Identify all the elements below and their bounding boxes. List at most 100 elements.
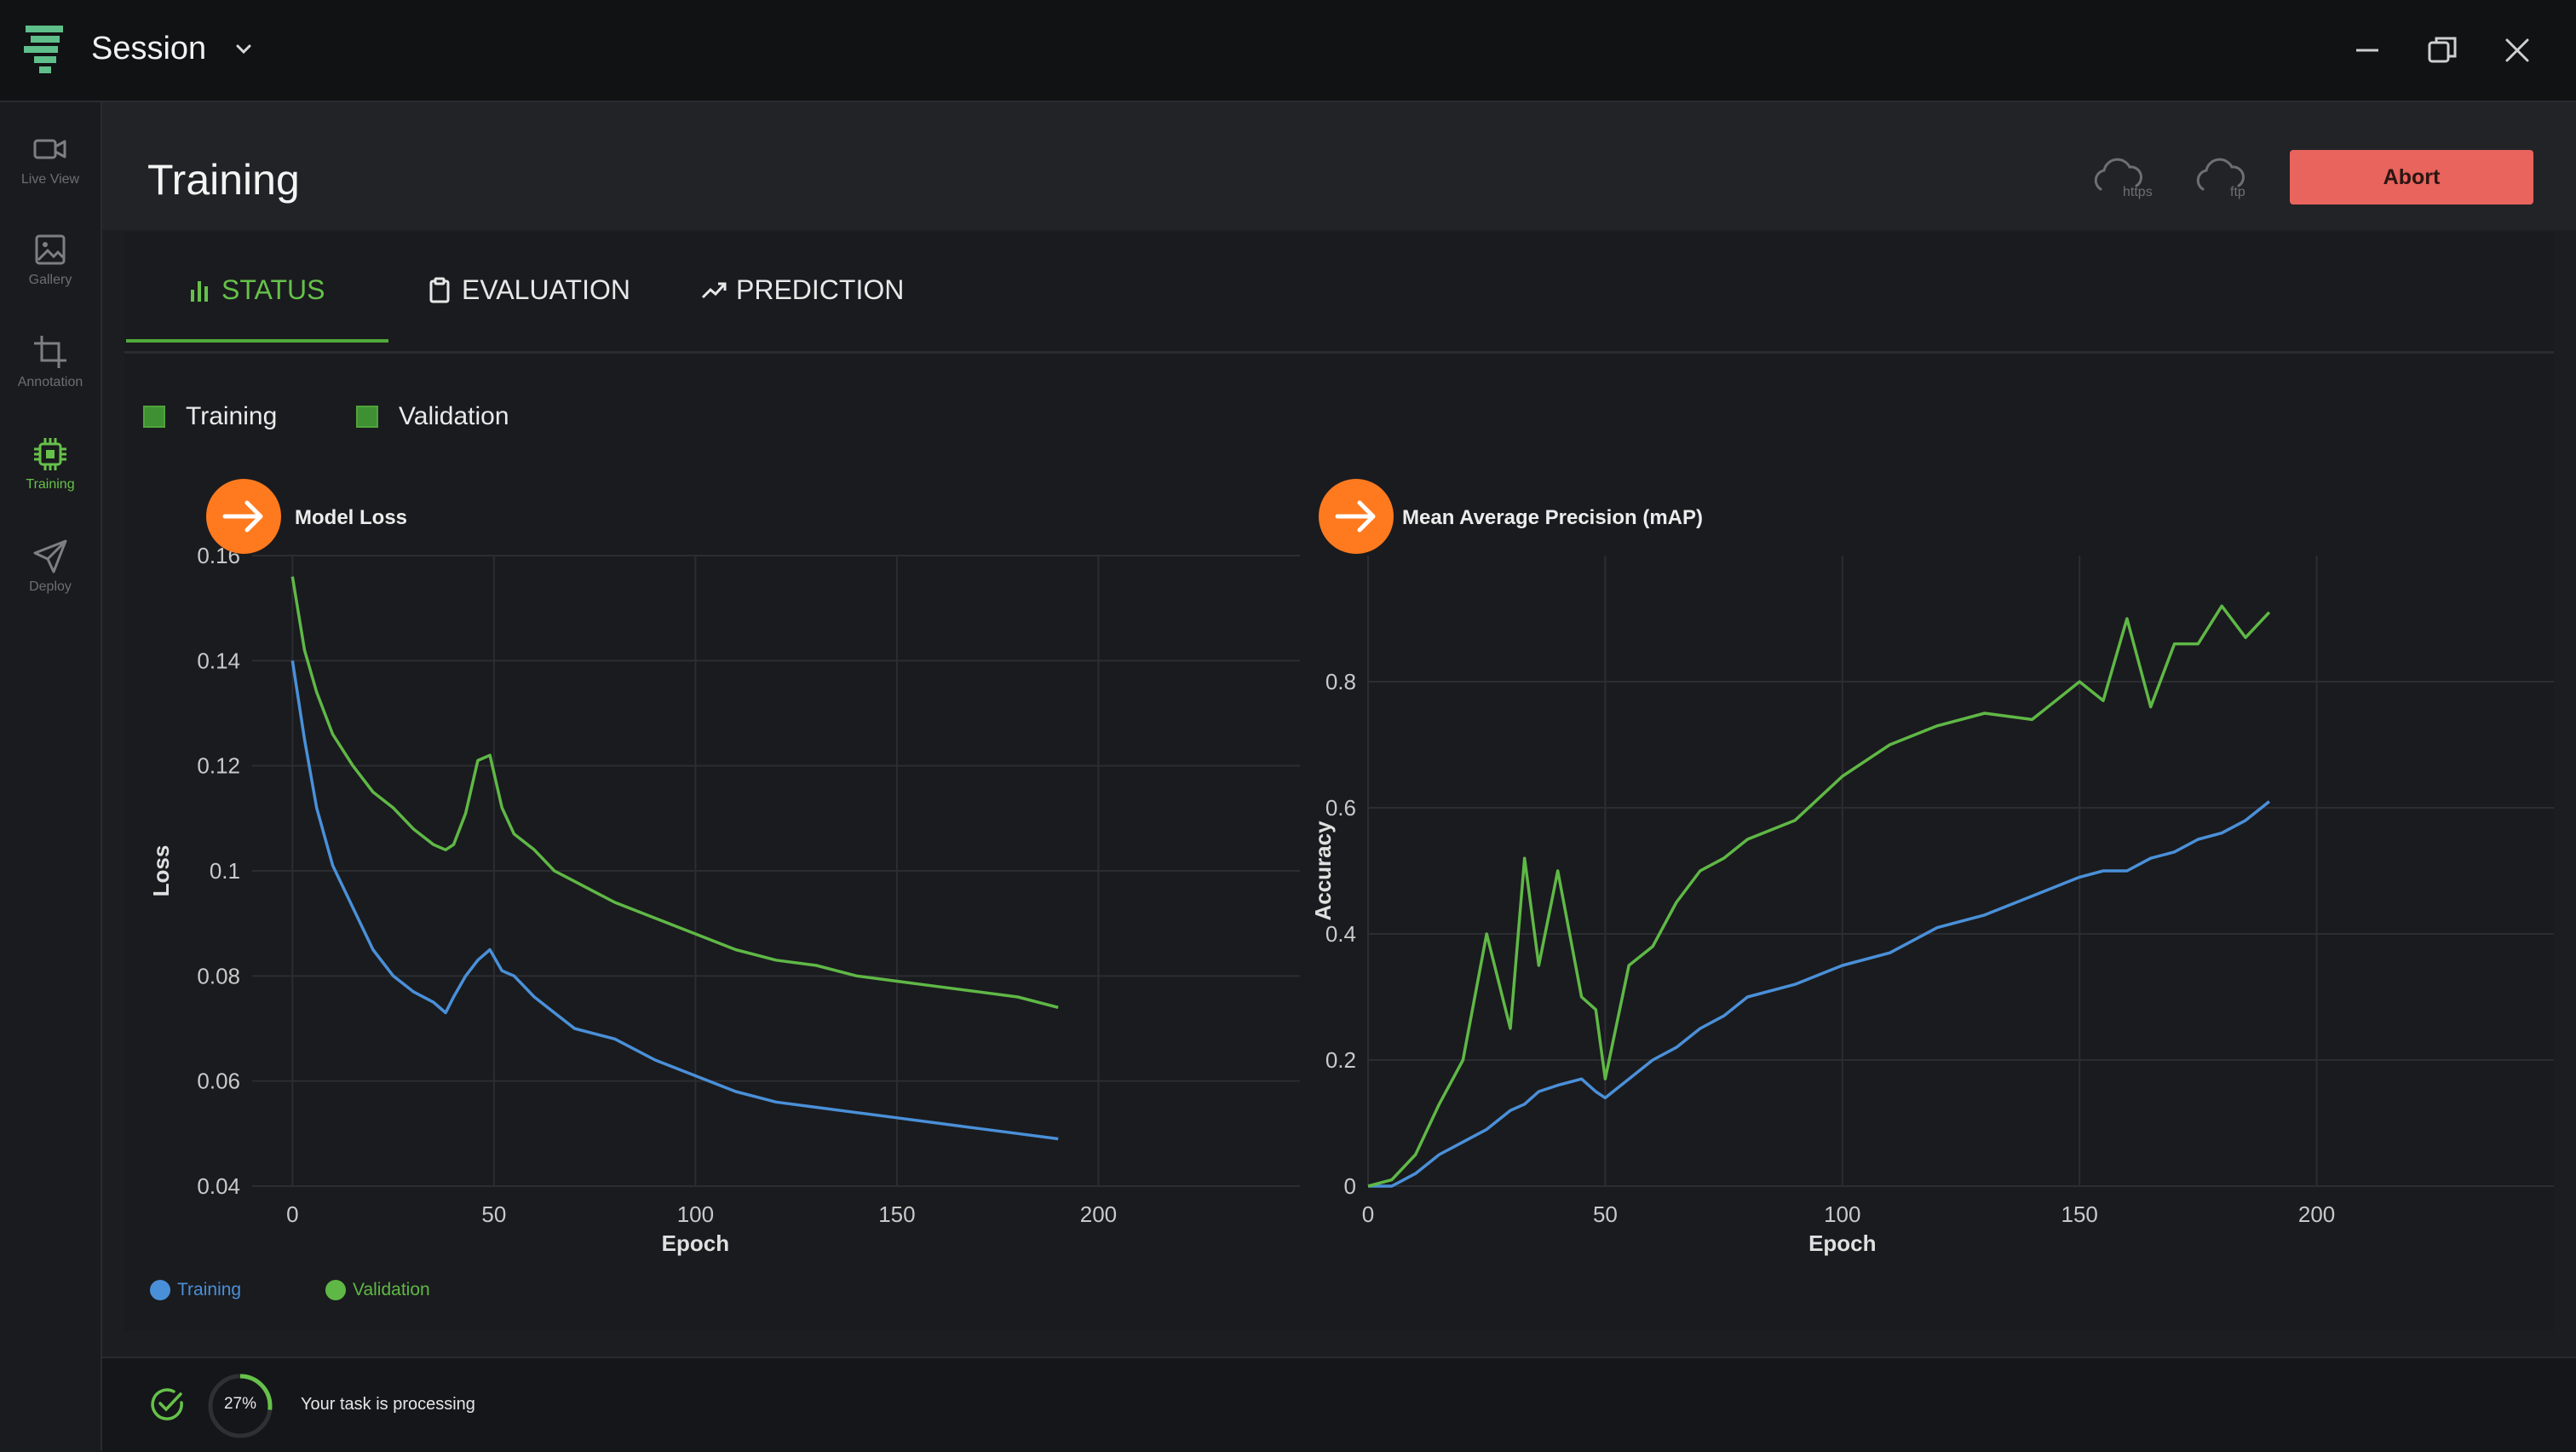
cloud-icon: ftp bbox=[2196, 158, 2245, 199]
legend-training-dot bbox=[150, 1280, 170, 1300]
sidebar-item-label: Training bbox=[26, 477, 75, 492]
title-bar: Session bbox=[0, 0, 2576, 102]
y-tick-label: 0.06 bbox=[197, 1069, 240, 1094]
image-icon bbox=[35, 234, 66, 265]
tab-status[interactable]: STATUS bbox=[186, 274, 325, 349]
send-icon bbox=[33, 539, 67, 573]
tab-bar: STATUS EVALUATION PREDICTION bbox=[124, 232, 2554, 354]
x-tick-label: 0 bbox=[286, 1201, 298, 1227]
y-tick-label: 0.08 bbox=[197, 963, 240, 988]
tab-label: EVALUATION bbox=[462, 274, 630, 305]
chevron-down-icon[interactable] bbox=[232, 37, 256, 61]
y-axis-title: Loss bbox=[148, 845, 174, 897]
toggle-training[interactable]: Training bbox=[143, 402, 277, 431]
session-title[interactable]: Session bbox=[91, 31, 207, 66]
arrow-right-icon bbox=[222, 500, 263, 533]
sidebar-item-training[interactable]: Training bbox=[0, 435, 101, 528]
video-camera-icon bbox=[33, 139, 66, 159]
tab-prediction[interactable]: PREDICTION bbox=[700, 274, 904, 349]
tab-label: PREDICTION bbox=[736, 274, 905, 305]
y-tick-label: 0.1 bbox=[210, 858, 240, 884]
expand-marker-button[interactable] bbox=[1319, 479, 1394, 554]
cloud-ftp-label: ftp bbox=[2230, 185, 2245, 199]
x-tick-label: 150 bbox=[2061, 1201, 2098, 1227]
chip-icon bbox=[34, 438, 66, 470]
page-header: Training https ftp Abort bbox=[102, 102, 2576, 230]
training-checkbox[interactable] bbox=[143, 406, 165, 428]
sidebar: Live View Gallery Annotation Training De… bbox=[0, 102, 102, 1450]
legend-training: Training bbox=[150, 1280, 241, 1300]
cloud-https-label: https bbox=[2123, 185, 2153, 199]
sidebar-item-label: Annotation bbox=[17, 375, 83, 389]
abort-button[interactable]: Abort bbox=[2290, 150, 2533, 205]
sidebar-item-gallery[interactable]: Gallery bbox=[0, 230, 101, 324]
minimize-button[interactable] bbox=[2346, 29, 2389, 72]
chart-title: Model Loss bbox=[295, 506, 407, 529]
tab-label: STATUS bbox=[221, 274, 325, 305]
app-logo-icon bbox=[24, 26, 63, 73]
close-button[interactable] bbox=[2496, 29, 2539, 72]
x-tick-label: 150 bbox=[878, 1201, 915, 1227]
toggle-training-label: Training bbox=[186, 402, 278, 430]
close-icon bbox=[2505, 38, 2529, 62]
minimize-icon bbox=[2356, 49, 2378, 52]
x-axis-title: Epoch bbox=[662, 1230, 729, 1256]
clipboard-icon bbox=[429, 277, 450, 303]
y-axis-title: Accuracy bbox=[1314, 821, 1336, 921]
status-message: Your task is processing bbox=[301, 1395, 475, 1414]
restore-icon bbox=[2428, 37, 2457, 63]
check-circle-icon bbox=[151, 1388, 183, 1420]
model-loss-chart: 0.040.060.080.10.120.140.160 50 100 150 200E… bbox=[148, 479, 1300, 1256]
sidebar-item-label: Deploy bbox=[29, 579, 72, 594]
y-tick-label: 0 bbox=[1344, 1173, 1356, 1199]
toggle-validation-label: Validation bbox=[399, 402, 509, 430]
chart-title: Mean Average Precision (mAP) bbox=[1402, 506, 1703, 529]
series-line-validation bbox=[1367, 604, 2271, 1188]
expand-marker-button[interactable] bbox=[206, 479, 281, 554]
y-tick-label: 0.12 bbox=[197, 753, 240, 779]
series-line-training bbox=[1368, 800, 2270, 1188]
bar-chart-icon bbox=[191, 281, 208, 302]
sidebar-item-deploy[interactable]: Deploy bbox=[0, 537, 101, 631]
status-bar: 27% Your task is processing bbox=[102, 1357, 2576, 1452]
sidebar-item-label: Gallery bbox=[28, 273, 72, 287]
legend-validation-dot bbox=[325, 1280, 346, 1300]
x-tick-label: 0 bbox=[1362, 1201, 1374, 1227]
arrow-right-icon bbox=[1335, 500, 1376, 533]
page-title: Training bbox=[147, 156, 300, 204]
restore-button[interactable] bbox=[2421, 29, 2464, 72]
y-tick-label: 0.14 bbox=[197, 648, 240, 673]
trending-up-icon bbox=[701, 282, 727, 299]
cloud-ftp-button[interactable]: ftp bbox=[2191, 152, 2273, 203]
x-tick-label: 200 bbox=[1080, 1201, 1117, 1227]
map-chart: 0 0.2 0.4 0.6 0.8 0 50 100 150 200 Epoch Accuracy Me… bbox=[1314, 479, 2554, 1256]
training-status-card: STATUS EVALUATION PREDICTION Training Va… bbox=[124, 232, 2554, 1331]
x-tick-label: 100 bbox=[1824, 1201, 1860, 1227]
crop-icon bbox=[34, 336, 66, 368]
y-tick-label: 0.6 bbox=[1325, 795, 1356, 821]
cloud-https-button[interactable]: https bbox=[2089, 152, 2171, 203]
sidebar-item-live-view[interactable]: Live View bbox=[0, 130, 101, 223]
x-tick-label: 50 bbox=[1593, 1201, 1618, 1227]
sidebar-item-label: Live View bbox=[20, 172, 80, 187]
x-tick-label: 100 bbox=[677, 1201, 714, 1227]
validation-checkbox[interactable] bbox=[356, 406, 378, 428]
toggle-validation[interactable]: Validation bbox=[356, 402, 509, 431]
sidebar-item-annotation[interactable]: Annotation bbox=[0, 332, 101, 426]
cloud-icon: https bbox=[2094, 158, 2153, 199]
y-tick-label: 0.4 bbox=[1325, 921, 1356, 947]
legend-training-label: Training bbox=[177, 1280, 242, 1299]
active-tab-indicator bbox=[126, 339, 388, 343]
legend-validation: Validation bbox=[325, 1280, 430, 1300]
tab-evaluation[interactable]: EVALUATION bbox=[426, 274, 630, 349]
y-tick-label: 0.04 bbox=[197, 1173, 240, 1199]
series-line-training bbox=[290, 660, 1059, 1141]
x-tick-label: 50 bbox=[481, 1201, 506, 1227]
x-tick-label: 200 bbox=[2298, 1201, 2335, 1227]
y-tick-label: 0.8 bbox=[1325, 669, 1356, 694]
progress-ring bbox=[208, 1374, 273, 1438]
y-tick-label: 0.2 bbox=[1325, 1047, 1356, 1073]
legend-validation-label: Validation bbox=[353, 1280, 430, 1299]
x-axis-title: Epoch bbox=[1808, 1230, 1876, 1256]
series-line-validation bbox=[290, 576, 1059, 1009]
